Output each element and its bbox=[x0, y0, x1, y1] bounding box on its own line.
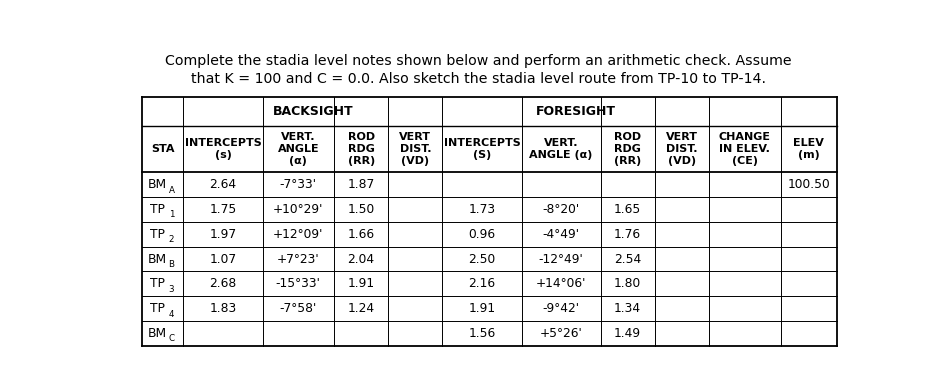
Text: VERT.
ANGLE (α): VERT. ANGLE (α) bbox=[530, 138, 593, 160]
Text: 0.96: 0.96 bbox=[469, 228, 496, 241]
Text: 1.24: 1.24 bbox=[347, 302, 375, 315]
Text: -12°49': -12°49' bbox=[539, 252, 584, 266]
Text: TP: TP bbox=[149, 302, 164, 315]
Text: ROD
RDG
(RR): ROD RDG (RR) bbox=[614, 132, 642, 166]
Text: 1.65: 1.65 bbox=[614, 203, 642, 216]
Text: 1.49: 1.49 bbox=[615, 327, 642, 340]
Text: 1.07: 1.07 bbox=[209, 252, 236, 266]
Text: TP: TP bbox=[149, 228, 164, 241]
Text: 2.64: 2.64 bbox=[209, 178, 236, 191]
Text: INTERCEPTS
(S): INTERCEPTS (S) bbox=[444, 138, 520, 160]
Text: 1.87: 1.87 bbox=[347, 178, 375, 191]
Text: FORESIGHT: FORESIGHT bbox=[536, 105, 616, 118]
Text: ELEV
(m): ELEV (m) bbox=[793, 138, 824, 160]
Text: 1.91: 1.91 bbox=[469, 302, 496, 315]
Text: CHANGE
IN ELEV.
(CE): CHANGE IN ELEV. (CE) bbox=[719, 132, 771, 166]
Text: 2.16: 2.16 bbox=[469, 278, 496, 290]
Text: +12°09': +12°09' bbox=[273, 228, 323, 241]
Text: that K = 100 and C = 0.0. Also sketch the stadia level route from TP-10 to TP-14: that K = 100 and C = 0.0. Also sketch th… bbox=[191, 72, 766, 86]
Text: 2.04: 2.04 bbox=[347, 252, 375, 266]
Text: 2.68: 2.68 bbox=[209, 278, 236, 290]
Text: C: C bbox=[168, 334, 175, 343]
Text: 100.50: 100.50 bbox=[787, 178, 830, 191]
Text: STA: STA bbox=[151, 144, 175, 154]
Text: BM: BM bbox=[148, 252, 166, 266]
Text: +5°26': +5°26' bbox=[540, 327, 583, 340]
Text: BM: BM bbox=[148, 178, 166, 191]
Text: 2: 2 bbox=[169, 235, 175, 244]
Text: +10°29': +10°29' bbox=[273, 203, 323, 216]
Text: 1.80: 1.80 bbox=[614, 278, 642, 290]
Text: +14°06': +14°06' bbox=[536, 278, 587, 290]
Text: +7°23': +7°23' bbox=[277, 252, 319, 266]
Text: VERT
DIST.
(VD): VERT DIST. (VD) bbox=[400, 132, 432, 166]
Text: TP: TP bbox=[149, 278, 164, 290]
Text: 4: 4 bbox=[169, 310, 175, 319]
Text: 1.75: 1.75 bbox=[209, 203, 236, 216]
Text: -7°33': -7°33' bbox=[280, 178, 317, 191]
Text: 1.83: 1.83 bbox=[209, 302, 236, 315]
Text: -7°58': -7°58' bbox=[279, 302, 317, 315]
Text: 1.91: 1.91 bbox=[347, 278, 375, 290]
Text: 2.50: 2.50 bbox=[468, 252, 496, 266]
Text: -4°49': -4°49' bbox=[543, 228, 580, 241]
Text: -15°33': -15°33' bbox=[276, 278, 320, 290]
Text: INTERCEPTS
(s): INTERCEPTS (s) bbox=[185, 138, 262, 160]
Text: 1: 1 bbox=[169, 211, 175, 220]
Text: A: A bbox=[168, 186, 175, 195]
Text: B: B bbox=[168, 260, 175, 269]
Text: 1.97: 1.97 bbox=[209, 228, 236, 241]
Text: 1.73: 1.73 bbox=[469, 203, 496, 216]
Text: 1.56: 1.56 bbox=[468, 327, 496, 340]
Text: -9°42': -9°42' bbox=[543, 302, 580, 315]
Text: VERT
DIST.
(VD): VERT DIST. (VD) bbox=[666, 132, 698, 166]
Text: VERT.
ANGLE
(α): VERT. ANGLE (α) bbox=[277, 132, 319, 166]
Text: BACKSIGHT: BACKSIGHT bbox=[273, 105, 353, 118]
Text: BM: BM bbox=[148, 327, 166, 340]
Text: 1.34: 1.34 bbox=[615, 302, 642, 315]
Text: -8°20': -8°20' bbox=[543, 203, 580, 216]
Text: Complete the stadia level notes shown below and perform an arithmetic check. Ass: Complete the stadia level notes shown be… bbox=[165, 54, 792, 68]
Text: 1.66: 1.66 bbox=[347, 228, 375, 241]
Text: TP: TP bbox=[149, 203, 164, 216]
Text: 1.76: 1.76 bbox=[615, 228, 642, 241]
Text: ROD
RDG
(RR): ROD RDG (RR) bbox=[347, 132, 375, 166]
Text: 1.50: 1.50 bbox=[347, 203, 375, 216]
Text: 2.54: 2.54 bbox=[614, 252, 642, 266]
Text: 3: 3 bbox=[169, 285, 175, 294]
